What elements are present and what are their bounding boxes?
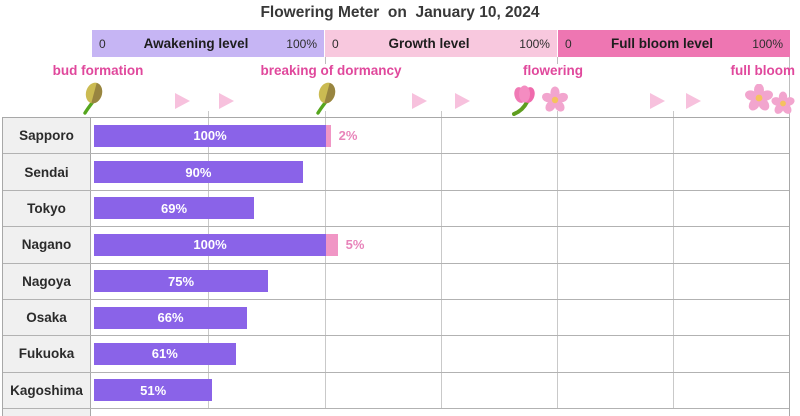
arrow-icon [175,93,190,109]
chart-table: Sapporo 100% 2% Sendai 90% Tokyo 69% Nagano 100%… [2,117,790,416]
arrow-icon [455,93,470,109]
bar-value-label: 69% [161,200,188,216]
bar-value-label: 66% [157,310,184,326]
growth-bar [326,124,331,147]
table-row: Nagano 100% 5% [3,227,789,264]
page-title: Flowering Meter on January 10, 2024 [260,4,540,21]
arrow-icon [219,93,234,109]
partial-row-plot [91,409,789,416]
row-plot-area: 100% 5% [91,227,789,262]
axis-max-label: 100% [519,36,550,51]
table-row: Nagoya 75% [3,263,789,300]
awakening-bar: 100% [94,233,326,256]
gridline [673,111,674,408]
city-label: Sapporo [3,118,91,154]
city-label: Sendai [3,154,91,190]
axis-min-label: 0 [99,36,106,51]
bud-icon [78,82,108,120]
bar-value-label: 61% [151,346,178,362]
awakening-level-band: 0 Awakening level 100% [92,30,324,57]
city-label: Kagoshima [3,372,91,408]
city-label: Osaka [3,299,91,336]
band-tick [325,57,326,64]
band-tick [789,57,790,117]
row-plot-area: 100% 2% [91,118,789,153]
table-row: Tokyo 69% [3,190,789,228]
bar-value-label: 75% [167,273,195,289]
row-plot-area: 90% [91,154,789,189]
band-tick [557,57,558,64]
stage-label-bud-formation: bud formation [52,63,144,78]
bar-value-label: 100% [193,128,227,144]
awakening-bar: 61% [94,342,236,365]
row-plot-area: 66% [91,300,789,335]
gridline [325,111,326,408]
arrow-icon [412,93,427,109]
meter-bands: 0 Awakening level 100% 0 Growth level 10… [92,30,790,57]
gridline [557,111,558,408]
flowering-icon [509,84,571,121]
axis-min-label: 0 [565,36,572,51]
band-name: Full bloom level [610,36,713,51]
growth-value-label: 5% [345,237,365,253]
awakening-bar: 75% [94,270,268,293]
gridline [208,111,209,408]
row-plot-area: 51% [91,373,789,408]
growth-value-label: 2% [338,128,358,144]
stage-label-flowering: flowering [523,63,583,78]
arrow-icon [686,93,701,109]
awakening-bar: 100% [94,124,326,147]
growth-bar [326,233,338,256]
axis-min-label: 0 [332,36,339,51]
partial-row-label [3,409,91,416]
city-label: Fukuoka [3,336,91,372]
city-label: Tokyo [3,190,91,227]
city-label: Nagoya [3,263,91,299]
bar-value-label: 100% [193,237,227,253]
awakening-bar: 66% [94,306,248,329]
row-plot-area: 75% [91,264,789,299]
bud-icon [311,82,341,120]
awakening-bar: 90% [94,161,303,184]
bar-value-label: 90% [185,164,212,180]
axis-max-label: 100% [286,36,317,51]
row-plot-area: 61% [91,336,789,371]
table-row: Sapporo 100% 2% [3,118,789,155]
awakening-bar: 69% [94,197,255,220]
band-name: Awakening level [143,36,249,51]
city-label: Nagano [3,227,91,263]
table-row: Osaka 66% [3,299,789,337]
partial-row [3,409,789,416]
table-row: Sendai 90% [3,154,789,191]
full-bloom-level-band: 0 Full bloom level 100% [558,30,790,57]
gridline [441,111,442,408]
chart-rows: Sapporo 100% 2% Sendai 90% Tokyo 69% Nagano 100%… [3,118,789,409]
band-name: Growth level [388,36,470,51]
table-row: Kagoshima 51% [3,372,789,409]
axis-max-label: 100% [752,36,783,51]
awakening-bar: 51% [94,379,213,402]
table-row: Fukuoka 61% [3,336,789,373]
growth-level-band: 0 Growth level 100% [325,30,557,57]
stage-label-full-bloom: full bloom [730,63,796,78]
full-bloom-icon [744,83,798,121]
row-plot-area: 69% [91,191,789,226]
bar-value-label: 51% [140,382,167,398]
arrow-icon [650,93,665,109]
stage-label-breaking-of-dormancy: breaking of dormancy [260,63,402,78]
